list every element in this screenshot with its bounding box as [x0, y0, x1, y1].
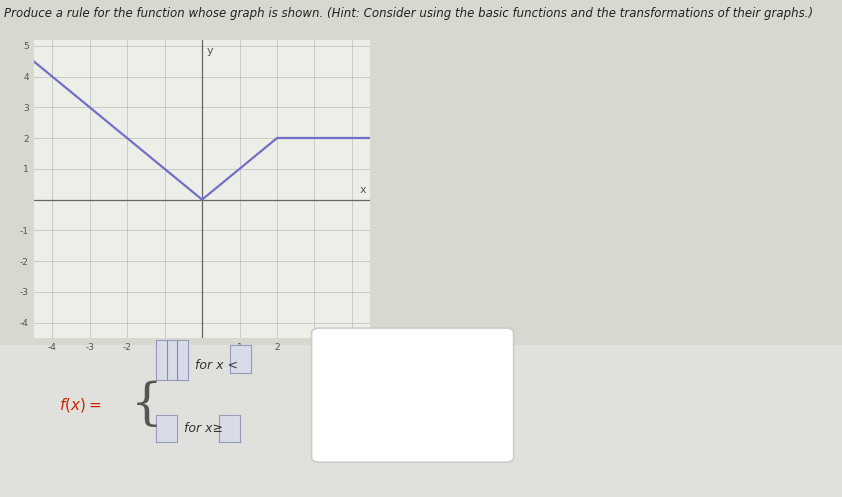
Text: ×: ×	[364, 411, 381, 431]
Text: x: x	[360, 185, 367, 195]
Text: Produce a rule for the function whose graph is shown. (Hint: Consider using the : Produce a rule for the function whose gr…	[4, 7, 813, 20]
Text: y: y	[206, 46, 213, 56]
Text: $f(x)=$: $f(x)=$	[59, 396, 101, 414]
Text: for x≥: for x≥	[184, 422, 222, 435]
Text: □|□|: □|□|	[367, 354, 410, 372]
Text: ↺: ↺	[444, 411, 461, 431]
Text: {: {	[131, 380, 163, 430]
Text: for x <: for x <	[195, 359, 237, 372]
